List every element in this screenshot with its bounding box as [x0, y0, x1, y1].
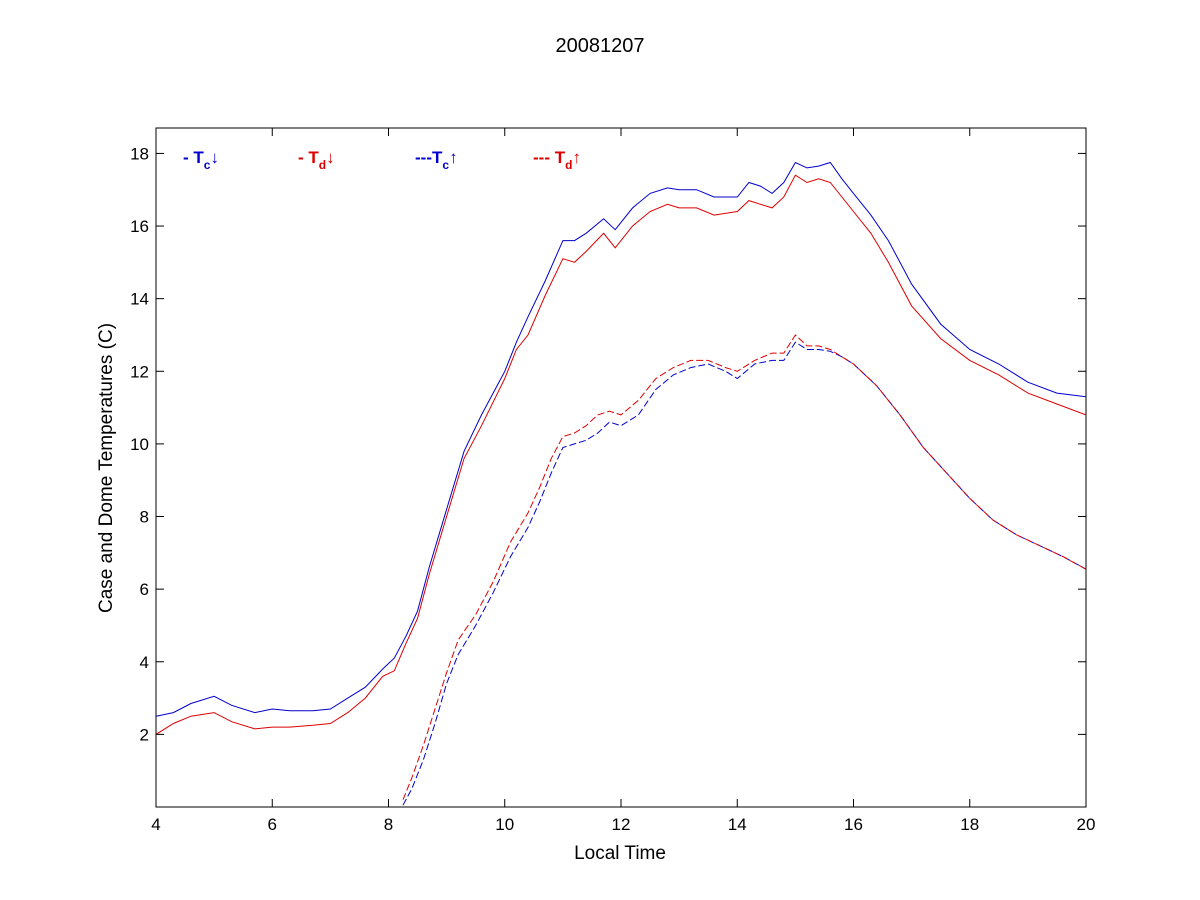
legend: - Tc↓ - Td↓ ---Tc↑ --- Td↑: [183, 148, 581, 172]
x-tick-label: 20: [1077, 815, 1096, 834]
legend-entry: - Td↓: [298, 148, 335, 172]
x-tick-label: 18: [960, 815, 979, 834]
y-tick-label: 12: [130, 362, 149, 381]
plot-frame: [155, 127, 1087, 808]
x-tick-label: 6: [268, 815, 277, 834]
x-tick-label: 10: [495, 815, 514, 834]
plot-area: [155, 127, 1087, 808]
y-tick-label: 14: [130, 290, 149, 309]
series-line-4: [402, 334, 1086, 800]
y-axis-label: Case and Dome Temperatures (C): [96, 323, 117, 613]
x-tick-label: 12: [612, 815, 631, 834]
y-tick-label: 8: [140, 508, 149, 527]
series-line-1: [156, 161, 1086, 717]
axis-ticks: 4 6 8 10 12 14 16 18 20 2 4 6 8 10 12 14 16 18: [130, 128, 1095, 834]
x-tick-label: 14: [728, 815, 747, 834]
x-tick-label: 16: [844, 815, 863, 834]
series-line-2: [156, 174, 1086, 735]
x-axis-label: Local Time: [574, 843, 666, 864]
y-tick-label: 16: [130, 217, 149, 236]
x-tick-label: 4: [151, 815, 160, 834]
legend-entry: - Tc↓: [183, 148, 219, 172]
legend-entry: --- Td↑: [533, 148, 581, 172]
series-layer: [156, 161, 1086, 806]
y-tick-label: 18: [130, 144, 149, 163]
x-tick-label: 8: [384, 815, 393, 834]
chart-title: 20081207: [556, 35, 645, 57]
y-tick-label: 10: [130, 435, 149, 454]
y-tick-label: 6: [140, 580, 149, 599]
y-tick-label: 2: [140, 725, 149, 744]
y-tick-label: 4: [140, 653, 149, 672]
legend-entry: ---Tc↑: [415, 148, 458, 172]
